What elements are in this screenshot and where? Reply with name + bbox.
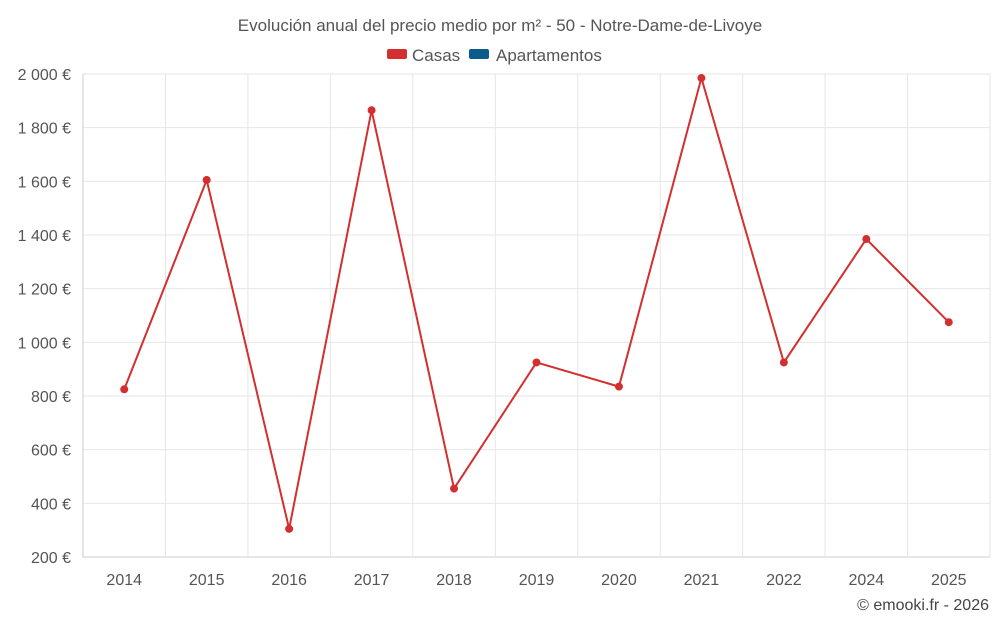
y-axis-ticks: 200 € 400 € 600 € 800 € 1 000 € 1 200 € 1 400 … [18,67,71,567]
grid [82,73,991,558]
legend-swatch-apartamentos [469,49,489,59]
data-point-casas[interactable] [450,484,459,493]
x-tick-label: 2018 [436,572,472,589]
y-tick-label: 1 600 € [18,174,71,191]
y-tick-label: 800 € [31,389,71,406]
x-tick-label: 2020 [601,572,637,589]
legend-swatch-casas [387,49,407,59]
y-tick-label: 400 € [31,496,71,513]
x-tick-label: 2017 [354,572,390,589]
data-point-casas[interactable] [862,235,871,244]
data-point-casas[interactable] [120,385,129,394]
data-point-casas[interactable] [367,106,376,115]
y-tick-label: 1 200 € [18,282,71,299]
x-axis-ticks: 2014 2015 2016 2017 2018 2019 2020 2021 2022 2024… [106,572,966,589]
x-tick-label: 2015 [189,572,225,589]
x-tick-label: 2014 [106,572,142,589]
y-tick-label: 600 € [31,443,71,460]
x-tick-label: 2019 [519,572,555,589]
legend-label-apartamentos: Apartamentos [496,46,602,65]
x-tick-label: 2024 [849,572,885,589]
chart-title: Evolución anual del precio medio por m² … [238,16,762,35]
y-tick-label: 1 800 € [18,121,71,138]
series-casas [120,74,953,533]
data-point-casas[interactable] [532,358,541,367]
data-point-casas[interactable] [202,175,211,184]
legend: Casas Apartamentos [387,46,602,65]
x-tick-label: 2016 [271,572,307,589]
x-tick-label: 2025 [931,572,967,589]
y-tick-label: 2 000 € [18,67,71,84]
data-point-casas[interactable] [285,524,294,533]
y-tick-label: 200 € [31,550,71,567]
x-tick-label: 2022 [766,572,802,589]
legend-item-casas[interactable]: Casas [387,46,460,65]
data-point-casas[interactable] [944,318,953,327]
legend-label-casas: Casas [412,46,460,65]
x-tick-label: 2021 [684,572,720,589]
data-point-casas[interactable] [697,74,706,83]
data-point-casas[interactable] [614,382,623,391]
y-tick-label: 1 400 € [18,228,71,245]
y-tick-label: 1 000 € [18,335,71,352]
data-point-casas[interactable] [779,358,788,367]
credit-text: © emooki.fr - 2026 [857,597,989,614]
legend-item-apartamentos[interactable]: Apartamentos [469,46,602,65]
